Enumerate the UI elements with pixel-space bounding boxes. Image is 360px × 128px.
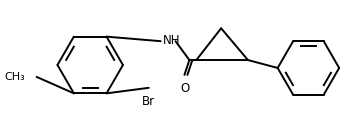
Text: O: O [181, 82, 190, 95]
Text: CH₃: CH₃ [4, 72, 25, 82]
Text: Br: Br [142, 95, 155, 108]
Text: NH: NH [163, 34, 180, 47]
